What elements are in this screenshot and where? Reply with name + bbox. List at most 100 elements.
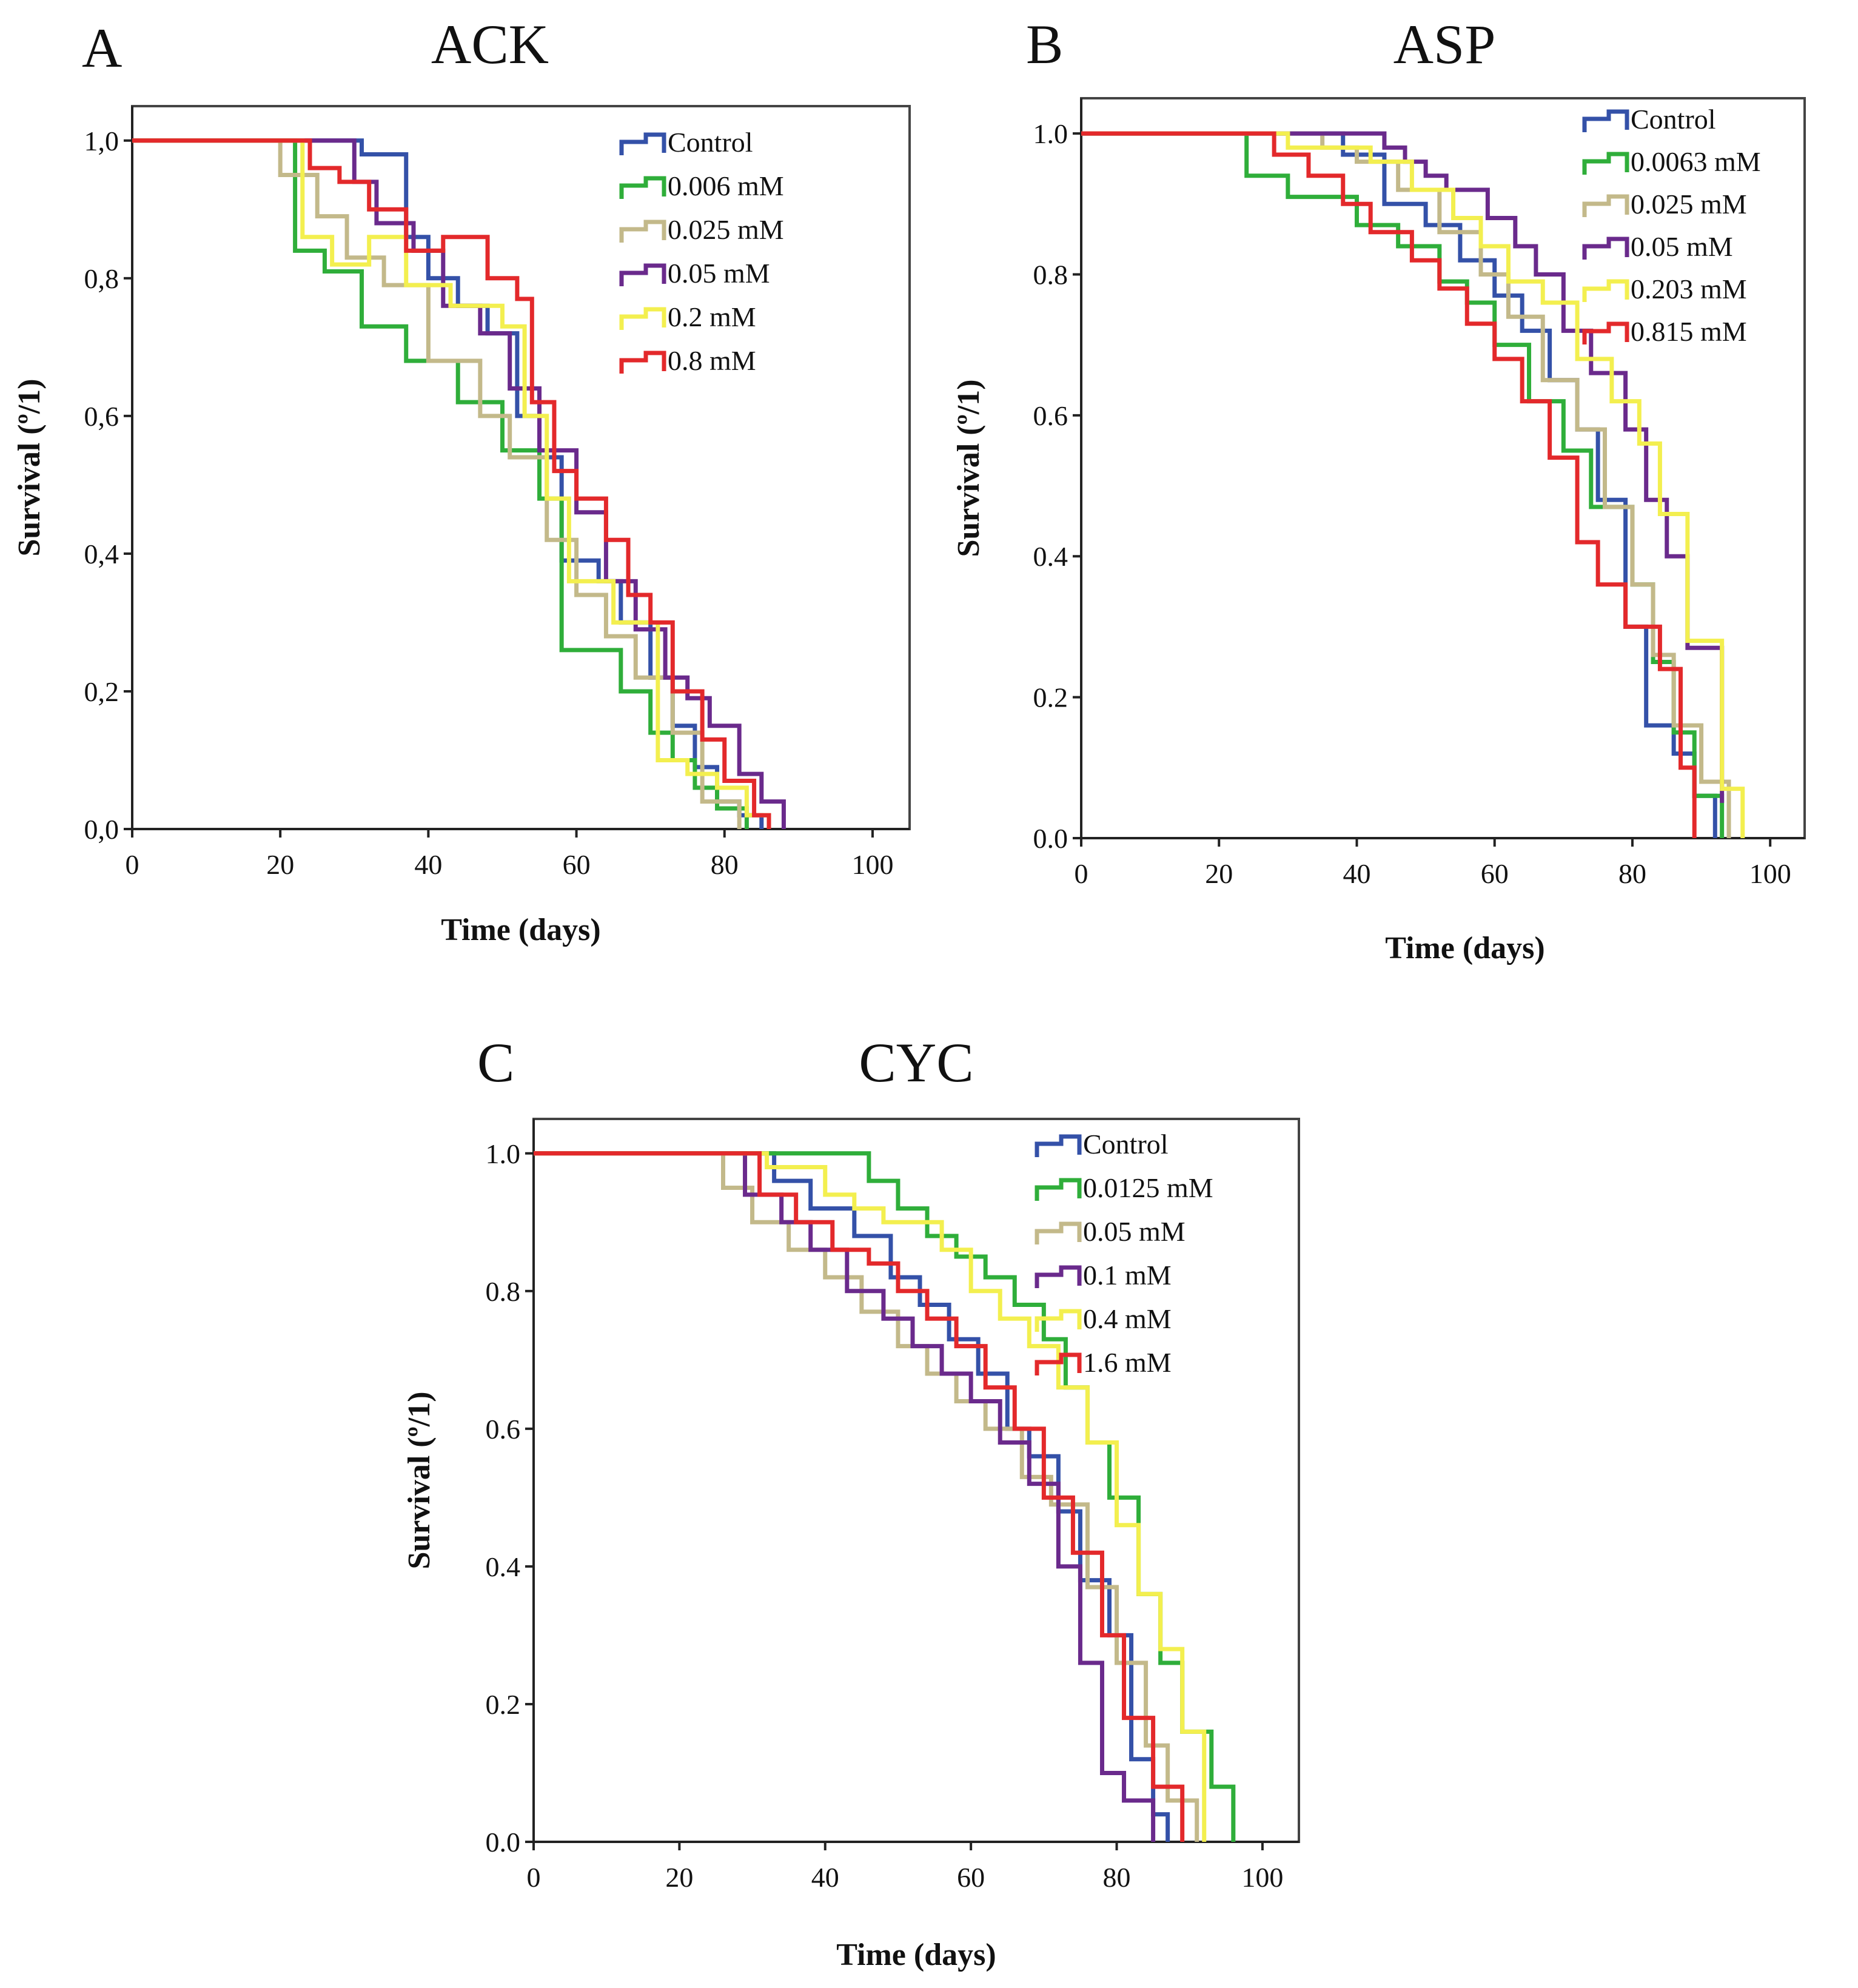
legend-swatch-0-025-mm	[1582, 194, 1629, 217]
y-tick-label: 0.4	[486, 1551, 521, 1582]
survival-curve-0-815-mm	[1081, 131, 1697, 838]
x-tick-label: 100	[851, 849, 893, 880]
survival-curve-0-0125-mm	[534, 1151, 1236, 1842]
y-tick-label: 0,0	[84, 814, 119, 845]
legend-swatch-0-0125-mm	[1035, 1178, 1082, 1201]
y-tick-label: 0.4	[1033, 541, 1068, 572]
legend-swatch-0-05-mm	[1035, 1221, 1082, 1244]
y-tick-label: 1.0	[486, 1138, 521, 1169]
survival-curve-0-05-mm	[1081, 131, 1725, 803]
legend-label-0-2-mm: 0.2 mM	[668, 301, 756, 332]
survival-curve-0-025-mm	[132, 138, 742, 829]
legend-swatch-0-4-mm	[1035, 1309, 1082, 1332]
y-tick-label: 0,2	[84, 676, 119, 707]
legend-label-control: Control	[1631, 104, 1716, 135]
x-tick-label: 60	[1481, 858, 1509, 889]
legend-label-0-05-mm: 0.05 mM	[1631, 231, 1733, 262]
legend-label-0-8-mm: 0.8 mM	[668, 345, 756, 376]
legend-label-0-05-mm: 0.05 mM	[1083, 1216, 1186, 1247]
y-tick-label: 0.6	[1033, 400, 1068, 431]
x-tick-label: 0	[1075, 858, 1088, 889]
legend-label-0-203-mm: 0.203 mM	[1631, 274, 1747, 304]
x-axis-title: Time (days)	[836, 1938, 996, 1972]
legend-swatch-0-815-mm	[1582, 321, 1629, 344]
legend-label-0-0063-mm: 0.0063 mM	[1631, 146, 1761, 177]
legend-swatch-0-0063-mm	[1582, 152, 1629, 175]
legend-swatch-0-1-mm	[1035, 1265, 1082, 1288]
survival-curve-0-025-mm	[1081, 131, 1731, 838]
panel-title-asp: ASP	[1393, 13, 1496, 75]
panel-b: B ASP 0 20 40 60 80 100 0.0 0.2 0.4 0.6 0.8 1.0 Con…	[951, 13, 1806, 965]
x-tick-label: 0	[126, 849, 139, 880]
x-tick-label: 100	[1241, 1862, 1283, 1893]
y-axis-title: Survival (º/1)	[951, 379, 986, 557]
legend-label-0-815-mm: 0.815 mM	[1631, 316, 1747, 347]
x-axis-title: Time (days)	[1385, 931, 1544, 965]
legend-label-0-025-mm: 0.025 mM	[668, 214, 784, 245]
legend-label-0-1-mm: 0.1 mM	[1083, 1260, 1172, 1291]
x-tick-label: 0	[527, 1862, 541, 1893]
panel-letter-b: B	[1026, 13, 1063, 75]
x-tick-label: 40	[414, 849, 442, 880]
panel-letter-a: A	[82, 17, 122, 79]
panel-a: A ACK 0 20 40 60 80 100 0,0 0,2 0,4 0,6 0,8 1,0 Con…	[12, 13, 911, 947]
y-tick-label: 0.2	[486, 1689, 521, 1720]
legend-swatch-control	[1035, 1134, 1082, 1157]
x-tick-label: 80	[711, 849, 739, 880]
y-tick-label: 0,4	[84, 539, 119, 569]
survival-curve-0-203-mm	[1081, 131, 1745, 838]
legend-swatch-control	[619, 132, 666, 155]
legend-label-control: Control	[1083, 1129, 1169, 1160]
panel-letter-c: C	[477, 1032, 514, 1093]
legend-swatch-0-006-mm	[619, 176, 666, 199]
x-tick-label: 40	[811, 1862, 839, 1893]
survival-curve-0-4-mm	[534, 1151, 1207, 1842]
legend-swatch-control	[1582, 109, 1629, 132]
legend-label-1-6-mm: 1.6 mM	[1083, 1347, 1172, 1378]
x-axis-title: Time (days)	[441, 913, 600, 947]
legend-label-0-0125-mm: 0.0125 mM	[1083, 1172, 1213, 1203]
legend-label-0-006-mm: 0.006 mM	[668, 170, 784, 201]
x-tick-label: 40	[1343, 858, 1370, 889]
x-tick-label: 100	[1749, 858, 1791, 889]
y-tick-label: 0.0	[1033, 823, 1068, 854]
legend-label-0-4-mm: 0.4 mM	[1083, 1303, 1172, 1334]
y-tick-label: 0,8	[84, 263, 119, 294]
legend-swatch-0-2-mm	[619, 307, 666, 330]
x-tick-label: 80	[1618, 858, 1646, 889]
x-tick-label: 80	[1103, 1862, 1131, 1893]
survival-curve-0-2-mm	[132, 138, 771, 829]
y-tick-label: 0.8	[486, 1276, 521, 1307]
survival-curve-0-05-mm	[534, 1151, 1199, 1842]
legend-swatch-0-8-mm	[619, 351, 666, 374]
survival-curve-0-0063-mm	[1081, 131, 1725, 838]
panel-c: C CYC 0 20 40 60 80 100 0.0 0.2 0.4 0.6 0.8 1.0 Con…	[402, 1032, 1300, 1972]
survival-curve-0-006-mm	[132, 138, 749, 829]
y-tick-label: 0.6	[486, 1414, 521, 1445]
survival-curve-0-1-mm	[534, 1151, 1156, 1842]
x-tick-label: 20	[1205, 858, 1233, 889]
y-axis-title: Survival (º/1)	[402, 1391, 437, 1569]
legend-label-control: Control	[668, 127, 753, 158]
y-axis-title: Survival (º/1)	[12, 378, 47, 556]
y-tick-label: 1,0	[84, 126, 119, 156]
x-tick-label: 20	[266, 849, 294, 880]
survival-curve-1-6-mm	[534, 1151, 1185, 1842]
y-tick-label: 1.0	[1033, 118, 1068, 149]
plot-frame	[131, 105, 911, 830]
legend-swatch-0-05-mm	[1582, 237, 1629, 260]
legend-swatch-0-025-mm	[619, 220, 666, 243]
y-tick-label: 0.0	[486, 1827, 521, 1858]
x-tick-label: 60	[563, 849, 591, 880]
survival-curve-control	[534, 1151, 1170, 1842]
survival-curve-0-8-mm	[132, 138, 771, 829]
panel-title-ack: ACK	[431, 13, 549, 75]
x-tick-label: 60	[957, 1862, 985, 1893]
x-tick-label: 20	[665, 1862, 693, 1893]
legend-swatch-0-203-mm	[1582, 279, 1629, 302]
legend-swatch-0-05-mm	[619, 263, 666, 286]
panel-title-cyc: CYC	[859, 1032, 973, 1093]
y-tick-label: 0.2	[1033, 682, 1068, 713]
legend-swatch-1-6-mm	[1035, 1352, 1082, 1375]
